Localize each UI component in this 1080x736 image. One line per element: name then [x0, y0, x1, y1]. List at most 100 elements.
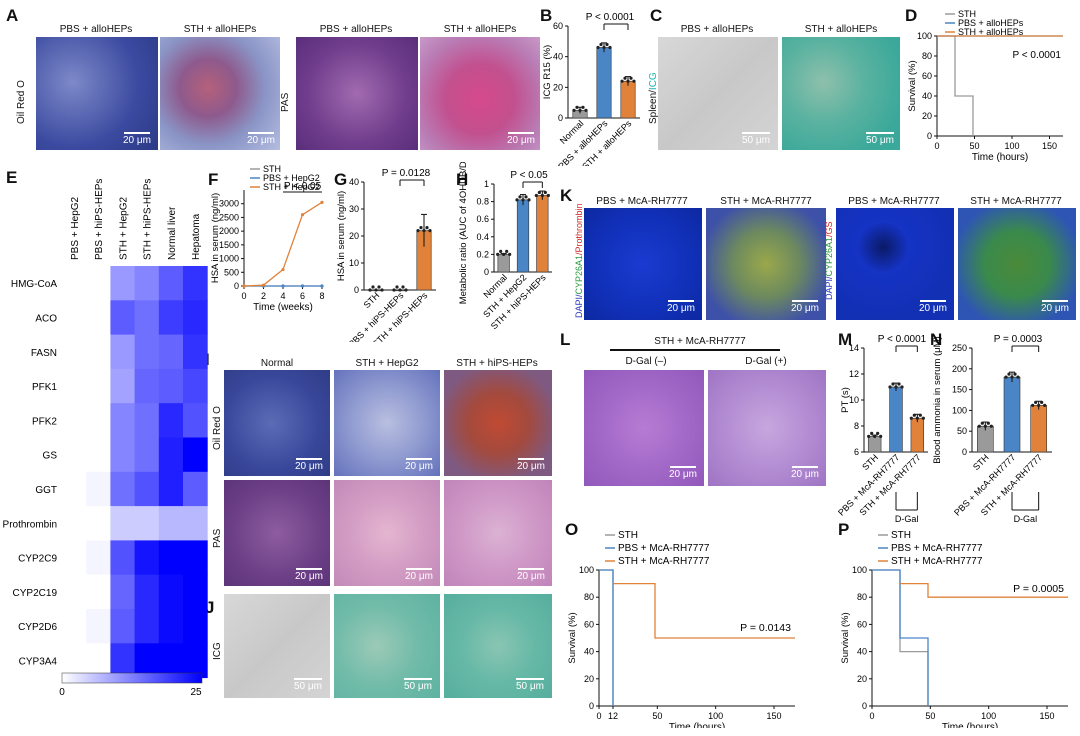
y-tick-label: 40	[922, 91, 932, 101]
bar	[620, 80, 636, 119]
panel-label-o: O	[565, 520, 579, 539]
x-tick-label: 50	[652, 711, 662, 721]
x-tick-label: 100	[1004, 141, 1019, 151]
heatmap-row-label: CYP2D6	[18, 622, 57, 633]
l-scalebar-2: 20 μm	[788, 466, 822, 480]
y-tick-label: 0	[962, 447, 967, 457]
data-point	[1034, 400, 1038, 405]
series-line	[937, 35, 974, 136]
data-point	[578, 108, 582, 112]
data-point	[1013, 372, 1017, 376]
y-tick-label: 10	[849, 395, 859, 405]
p-value: P < 0.0001	[1013, 50, 1062, 61]
data-point	[1016, 375, 1020, 379]
x-tick-label: 6	[300, 291, 305, 301]
data-point	[515, 198, 519, 202]
y-tick-label: 100	[852, 565, 867, 575]
y-tick-label: 100	[917, 31, 932, 41]
heatmap-cell	[62, 574, 87, 610]
y-axis-label: ICG R15 (%)	[542, 45, 553, 99]
k-header-2: STH + McA-RH7777	[720, 196, 812, 207]
data-point	[374, 288, 378, 292]
data-point	[909, 416, 913, 420]
data-point	[912, 413, 916, 417]
data-point	[599, 42, 603, 47]
data-point	[602, 45, 606, 50]
heatmap-row-label: HMG-CoA	[11, 279, 57, 290]
micrograph-j-hepg2	[334, 594, 440, 698]
y-tick-label: 40	[553, 52, 563, 62]
x-axis-label: Time (weeks)	[253, 302, 313, 313]
heatmap-cell	[158, 334, 184, 370]
j-row-label: ICG	[212, 642, 223, 660]
heatmap-cell	[110, 574, 136, 610]
bar	[516, 199, 530, 273]
heatmap-cell	[110, 609, 136, 644]
heatmap-cell	[110, 643, 136, 679]
c-scalebar-2: 50 μm	[862, 132, 898, 146]
panel-label-b: B	[540, 6, 553, 25]
data-point	[502, 252, 506, 256]
y-tick-label: 40	[584, 647, 594, 657]
heatmap-cell	[134, 334, 160, 370]
data-point	[575, 105, 579, 109]
data-point	[368, 288, 372, 292]
l-scalebar-1: 20 μm	[666, 466, 700, 480]
i-scalebar-1: 20 μm	[292, 458, 326, 472]
panel-label-e: E	[6, 168, 18, 187]
y-tick-label: 100	[579, 565, 594, 575]
heatmap-cell	[62, 643, 87, 679]
legend-label: STH	[618, 530, 638, 541]
bar	[889, 386, 903, 453]
heatmap-cell	[86, 540, 111, 576]
k-label-prothrombin: /Prothrombin	[574, 203, 584, 255]
heatmap-cell	[158, 506, 184, 541]
legend-label: STH	[263, 164, 281, 174]
heatmap-cell	[183, 609, 208, 644]
p-value: P = 0.0005	[1013, 583, 1064, 595]
x-axis-label: Time (hours)	[669, 722, 725, 728]
data-point	[891, 382, 895, 386]
data-point	[986, 421, 990, 425]
heatmap-cell	[183, 368, 208, 404]
heatmap-cell	[62, 266, 87, 301]
heatmap-cell	[183, 471, 208, 507]
y-tick-label: 0.2	[476, 249, 489, 259]
data-point	[572, 108, 576, 112]
panel-label-f: F	[208, 170, 219, 189]
data-point	[1004, 375, 1008, 379]
data-point	[401, 285, 405, 289]
y-tick-label: 80	[584, 592, 594, 602]
heatmap-cell	[158, 437, 184, 473]
a-scalebar-2: 20 μm	[244, 132, 278, 146]
x-axis-label: Time (hours)	[972, 152, 1028, 163]
data-point	[605, 42, 609, 47]
k-scalebar-3: 20 μm	[916, 300, 950, 314]
x-tick-label: 50	[925, 711, 935, 721]
data-point	[980, 421, 984, 425]
heatmap-cell	[86, 368, 111, 404]
heatmap-cell	[158, 266, 184, 301]
a-header-3: PBS + alloHEPs	[319, 24, 393, 35]
y-tick-label: 30	[349, 204, 359, 214]
heatmap-cell	[134, 471, 160, 507]
x-tick-label: 100	[708, 711, 723, 721]
x-tick-label: 4	[280, 291, 285, 301]
k-label-cyp-1: CYP26A1	[574, 254, 584, 295]
bar	[867, 436, 882, 453]
k-row-label-1: DAPI/CYP26A1/Prothrombin	[574, 203, 584, 318]
data-point	[534, 193, 538, 198]
y-tick-label: 0	[589, 701, 594, 711]
heatmap-cell	[183, 300, 208, 336]
y-tick-label: 80	[922, 51, 932, 61]
y-tick-label: 0	[558, 113, 563, 123]
y-tick-label: 2000	[219, 226, 239, 236]
data-point	[371, 285, 375, 289]
l-sub-2: D-Gal (+)	[745, 356, 787, 367]
series-marker	[320, 200, 324, 204]
heatmap-cell	[86, 471, 111, 507]
y-tick-label: 250	[952, 343, 967, 353]
series-line	[613, 582, 795, 639]
y-tick-label: 0.6	[476, 214, 489, 224]
heatmap-cell	[110, 300, 136, 336]
